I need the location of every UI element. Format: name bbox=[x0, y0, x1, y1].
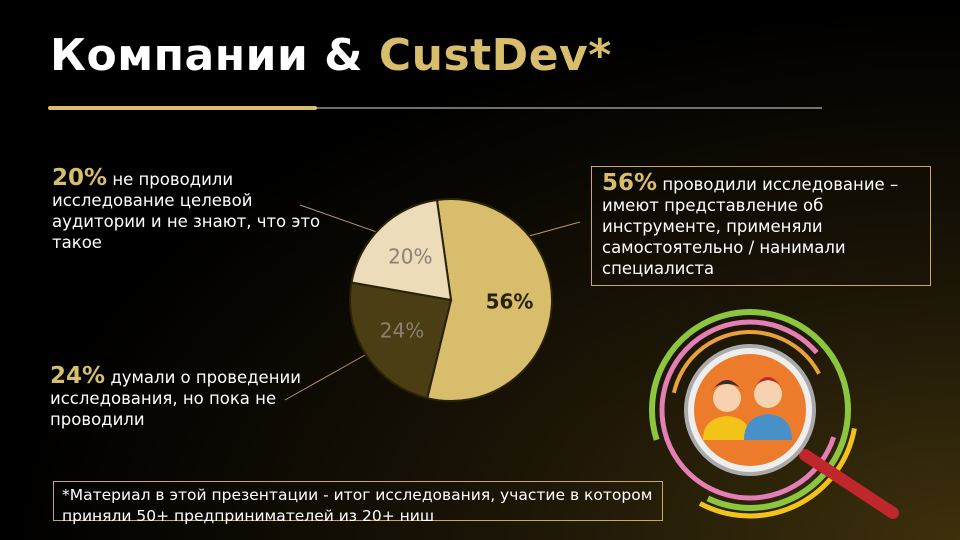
annotation-text: не проводили исследование целевой аудито… bbox=[52, 170, 321, 252]
leader-line bbox=[299, 204, 389, 237]
pie-slice bbox=[350, 198, 453, 302]
annotation: 24% думали о проведении исследования, но… bbox=[50, 363, 350, 430]
annotation-value: 56% bbox=[602, 170, 658, 196]
leader-line bbox=[284, 354, 366, 401]
magnifier-illustration bbox=[641, 301, 899, 519]
annotation-text: думали о проведении исследования, но пок… bbox=[50, 368, 301, 429]
footnote: *Материал в этой презентации - итог иссл… bbox=[53, 481, 663, 525]
data-label: 24% bbox=[380, 319, 424, 343]
pie-slice bbox=[426, 198, 553, 402]
annotation: 20% не проводили исследование целевой ау… bbox=[52, 165, 322, 253]
pie-slice bbox=[349, 281, 453, 400]
annotation-text: проводили исследование – имеют представл… bbox=[602, 175, 899, 278]
title: Компании & CustDev* bbox=[50, 30, 612, 81]
title-accent: CustDev* bbox=[378, 30, 612, 81]
annotation-value: 24% bbox=[50, 363, 106, 389]
title-main: Компании & bbox=[50, 30, 363, 81]
data-label: 56% bbox=[486, 289, 534, 313]
annotation: 56% проводили исследование – имеют предс… bbox=[591, 166, 931, 286]
annotation-value: 20% bbox=[52, 165, 108, 191]
data-label: 20% bbox=[388, 244, 432, 268]
